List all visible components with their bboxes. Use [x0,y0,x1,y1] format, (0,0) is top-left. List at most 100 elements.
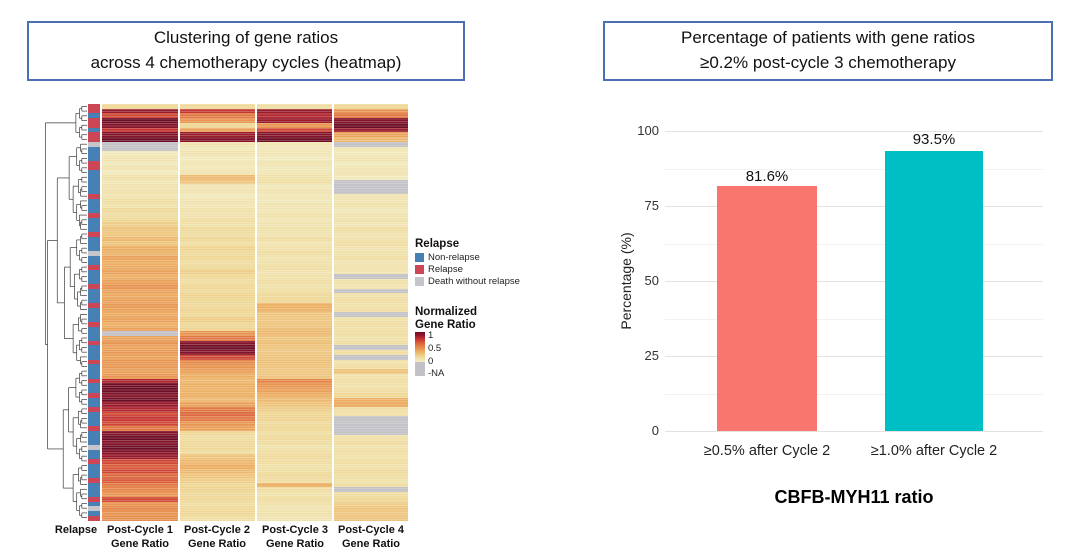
col-label-cycle2-line1: Post-Cycle 2 [183,524,251,536]
heatmap-cell [180,288,255,294]
relapse-swatch [415,265,424,274]
heatmap-cell [180,473,255,479]
annotation-cell [88,156,100,161]
heatmap-cell [102,340,178,346]
heatmap-cell [334,236,408,242]
annotation-cell [88,165,100,171]
annotation-cell [88,274,100,280]
annotation-cell [88,378,100,384]
heatmap-cell [180,170,255,176]
heatmap-cell [257,288,332,294]
heatmap-cell [180,160,255,166]
dendrogram [45,106,87,518]
annotation-cell [88,255,100,261]
annotation-cell [88,411,100,417]
heatmap-cell [257,350,332,355]
heatmap-cell [257,246,332,251]
heatmap-cell [180,444,255,450]
heatmap-cell [180,435,255,441]
heatmap-cell [334,468,408,474]
heatmap-cell [257,312,332,318]
heatmap-cell [102,104,178,109]
heatmap-cell [180,369,255,374]
heatmap-cell [180,104,255,109]
heatmap-cell [257,425,332,431]
heatmap-cell [334,402,408,407]
barchart-panel-title: Percentage of patients with gene ratios … [603,21,1053,81]
heatmap-cell [180,515,255,521]
heatmap-cell [334,151,408,157]
heatmap-cell [180,463,255,469]
heatmap-title-line1: Clustering of gene ratios [153,28,339,48]
legend-item-death: Death without relapse [415,276,520,287]
heatmap-cell [334,359,408,365]
annotation-cell [88,369,100,374]
heatmap-cell [102,156,178,161]
heatmap-cell [334,454,408,460]
heatmap-cell [102,118,178,123]
heatmap-cell [334,515,408,521]
annotation-cell [88,463,100,469]
heatmap-cell [180,425,255,431]
heatmap-cell [257,444,332,450]
heatmap-cell [180,146,255,152]
heatmap-cell [180,440,255,445]
heatmap-cell [102,369,178,374]
heatmap-cell [257,184,332,190]
heatmap-cell [180,487,255,493]
heatmap-cell [102,496,178,502]
heatmap-cell [180,496,255,502]
heatmap-cell [102,170,178,176]
heatmap-cell [180,340,255,346]
heatmap-cell [102,198,178,204]
heatmap-cell [334,283,408,289]
heatmap-cell [257,482,332,488]
heatmap-cell [334,435,408,441]
heatmap-cell [334,227,408,232]
heatmap-cell [180,122,255,128]
heatmap-cell [257,473,332,479]
heatmap-cell [334,255,408,261]
heatmap-cell [334,222,408,228]
heatmap-cell [334,307,408,313]
heatmap-cell [180,179,255,185]
heatmap-cell [334,354,408,360]
annotation-cell [88,487,100,493]
heatmap-cell [180,264,255,270]
heatmap-cell [257,407,332,412]
heatmap-cell [257,279,332,284]
heatmap-cell [257,378,332,384]
heatmap-cell [334,369,408,374]
colorscale-tick-0: 0 [428,356,434,367]
annotation-cell [88,298,100,303]
heatmap-cell [334,231,408,237]
heatmap-cell [180,392,255,398]
heatmap-cell [102,416,178,422]
annotation-cell [88,449,100,455]
heatmap-cell [257,250,332,256]
heatmap-cell [257,511,332,516]
heatmap-cell [257,383,332,389]
minor-gridline [665,393,1043,395]
heatmap-cell [257,179,332,185]
annotation-cell [88,160,100,166]
heatmap-cell [102,345,178,351]
heatmap-cell [102,227,178,232]
heatmap-cell [102,165,178,171]
heatmap-cell [180,293,255,299]
heatmap-cell [334,250,408,256]
heatmap-cell [334,113,408,119]
heatmap-cell [102,440,178,445]
heatmap-cell [180,156,255,161]
heatmap-cell [180,113,255,119]
heatmap-cell [102,515,178,521]
heatmap-cell [257,449,332,455]
heatmap-cell [257,260,332,265]
heatmap-cell [257,203,332,209]
heatmap-cell [102,317,178,322]
heatmap-cell [180,302,255,308]
heatmap-cell [334,175,408,180]
annotation-cell [88,468,100,474]
annotation-cell [88,407,100,412]
heatmap-cell [180,388,255,393]
